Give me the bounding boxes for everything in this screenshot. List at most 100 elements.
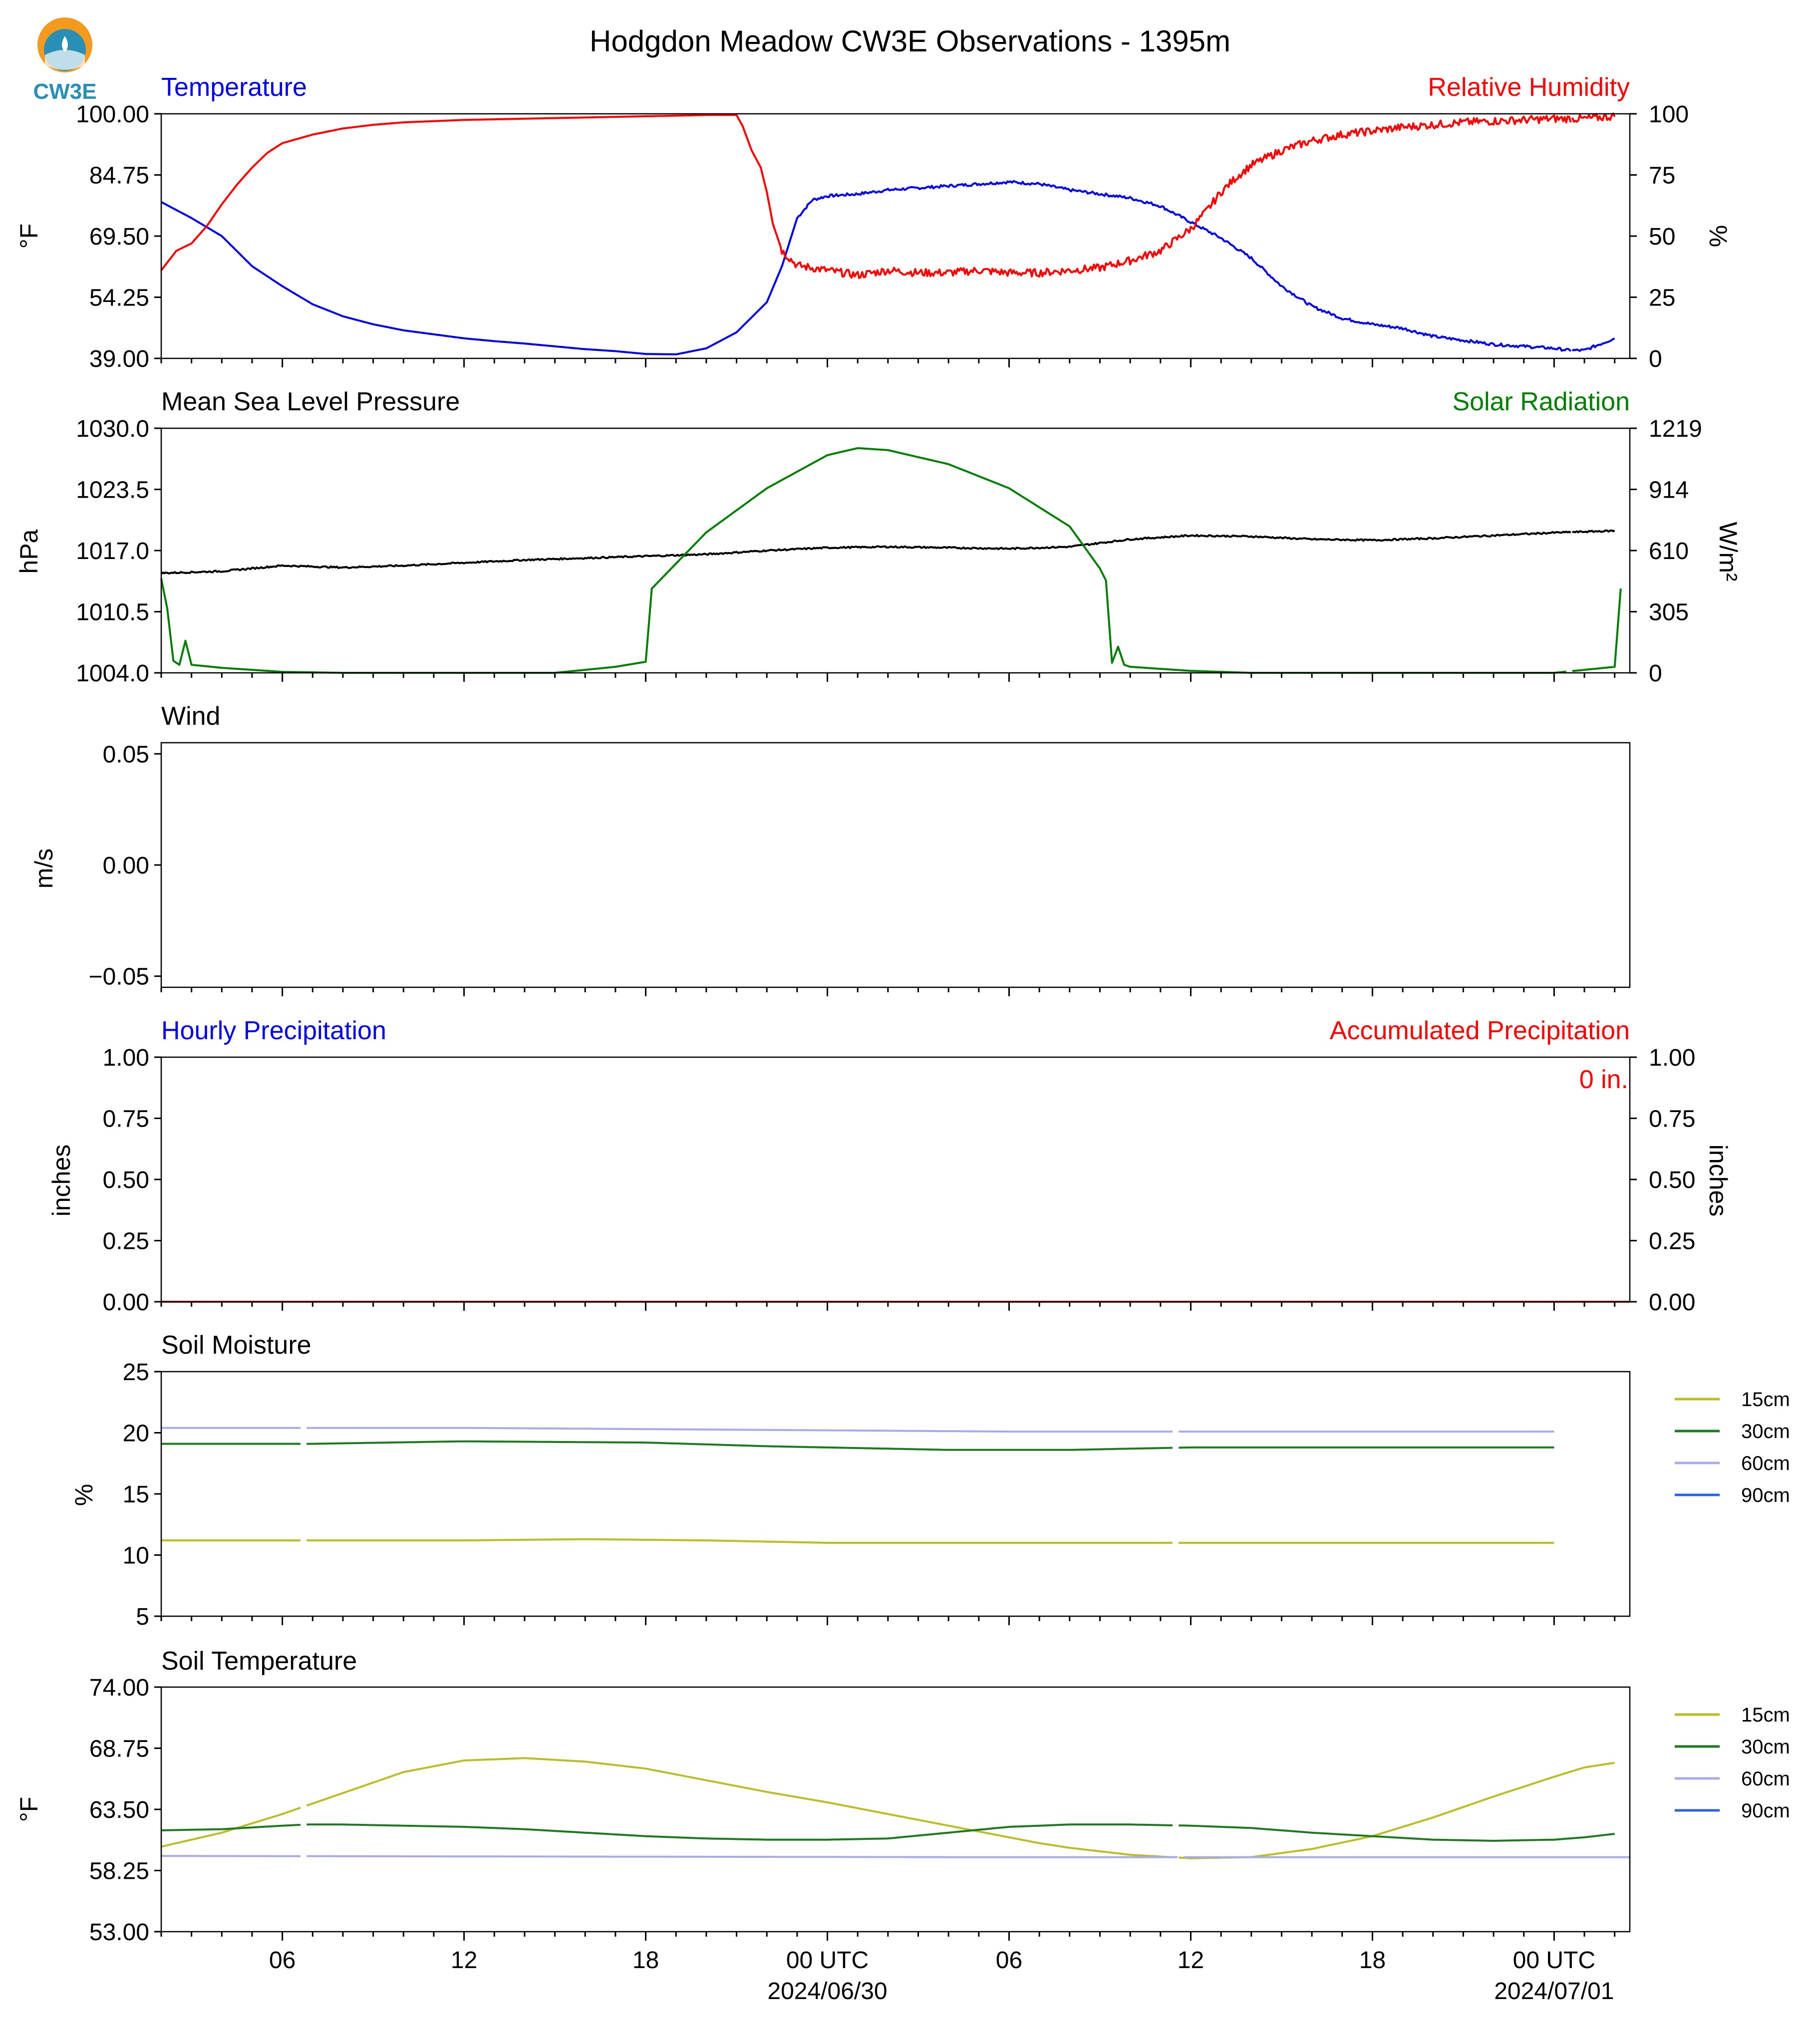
- relative-humidity-title: Relative Humidity: [1428, 73, 1630, 102]
- panel-frame: [160, 742, 1631, 988]
- y-tick-label-left: 0.00: [103, 1289, 149, 1316]
- panel-frame: [160, 113, 1631, 359]
- precip-left-axis-label: inches: [47, 1145, 75, 1217]
- y-tick-label-right: 100: [1649, 101, 1689, 128]
- panel-6-marks: 53.00 58.25 63.50 68.75 74.00 15cm 30cm 60cm 90c…: [89, 1675, 1790, 1946]
- legend-label-60cm: 60cm: [1741, 1768, 1790, 1790]
- panel-frame: [160, 1686, 1631, 1933]
- y-tick-label-left: 1017.0: [76, 538, 149, 565]
- legend-label-60cm: 60cm: [1741, 1452, 1790, 1474]
- legend: 15cm 30cm 60cm 90cm: [1675, 1704, 1790, 1822]
- cw3e-logo: CW3E: [33, 17, 97, 104]
- y-tick-label-right: 75: [1649, 163, 1675, 189]
- figure-title: Hodgdon Meadow CW3E Observations - 1395m: [590, 24, 1230, 58]
- series-60cm-line: [161, 1427, 1554, 1433]
- soil-moisture-panel: Soil Moisture %: [70, 1331, 311, 1506]
- series-30cm-line: [161, 1823, 1615, 1842]
- y-tick-label-left: 10: [123, 1543, 149, 1569]
- temperature-axis-label: °F: [15, 224, 43, 249]
- hourly-precipitation-title: Hourly Precipitation: [161, 1016, 386, 1045]
- accumulated-total-label: 0 in.: [1579, 1065, 1628, 1094]
- pressure-title: Mean Sea Level Pressure: [161, 387, 460, 416]
- y-tick-label-right: 50: [1649, 224, 1675, 250]
- legend-label-15cm: 15cm: [1741, 1704, 1790, 1726]
- y-tick-label-left: 1004.0: [76, 660, 149, 687]
- y-tick-label-left: 54.25: [89, 285, 149, 311]
- pressure-axis-label: hPa: [15, 529, 43, 574]
- y-tick-label-right: 25: [1649, 285, 1675, 311]
- y-tick-label-left: 20: [123, 1421, 149, 1447]
- series-solar-radiation-line: [160, 447, 1622, 674]
- x-tick-label: 18: [1359, 1947, 1386, 1974]
- y-tick-label-right: 305: [1649, 599, 1689, 626]
- legend-label-15cm: 15cm: [1741, 1389, 1790, 1411]
- accumulated-precipitation-title: Accumulated Precipitation: [1330, 1016, 1630, 1045]
- series-30cm-line: [161, 1440, 1554, 1451]
- panel-5-marks: 5 10 15 20 25 15cm 30cm 60cm 90cm: [123, 1359, 1790, 1630]
- y-tick-label-right: 0.75: [1649, 1106, 1695, 1133]
- y-tick-label-left: 1.00: [103, 1045, 149, 1071]
- wind-panel: Wind m/s: [30, 702, 220, 888]
- panel-frame: [160, 1371, 1631, 1617]
- y-tick-label-left: 0.75: [103, 1106, 149, 1133]
- y-tick-label-left: 0.50: [103, 1167, 149, 1193]
- panel-4-marks: 0.00 0.25 0.50 0.75 1.00 0.00 0.25 0.50 0.75 1.00: [103, 1045, 1696, 1316]
- y-tick-label-left: 58.25: [89, 1858, 149, 1885]
- pressure-solar-panel: Mean Sea Level Pressure Solar Radiation …: [15, 387, 1742, 581]
- y-tick-label-right: 0.25: [1649, 1228, 1695, 1255]
- generated-chart-marks: 39.0054.2569.5084.75100.0002550751001004…: [76, 101, 1790, 2005]
- soil-temperature-title: Soil Temperature: [161, 1647, 357, 1676]
- x-tick-label: 12: [1178, 1947, 1204, 1974]
- y-tick-label-left: 84.75: [89, 163, 149, 189]
- y-tick-label-left: 39.00: [89, 346, 149, 372]
- y-tick-label-left: 69.50: [89, 224, 149, 250]
- y-tick-label-right: 0.00: [1649, 1289, 1695, 1316]
- temperature-humidity-panel: Temperature Relative Humidity °F %: [15, 73, 1732, 249]
- y-tick-label-right: 0: [1649, 660, 1662, 687]
- x-tick-label: 18: [632, 1947, 659, 1974]
- series-temperature-line: [161, 180, 1615, 355]
- x-date-label: 2024/07/01: [1494, 1978, 1614, 2005]
- panel-frame: [160, 1056, 1631, 1303]
- x-tick-label: 00 UTC: [786, 1947, 869, 1974]
- legend-label-30cm: 30cm: [1741, 1736, 1790, 1758]
- temperature-title: Temperature: [161, 73, 307, 102]
- legend: 15cm 30cm 60cm 90cm: [1675, 1389, 1790, 1506]
- y-tick-label-left: 1030.0: [76, 416, 149, 442]
- panel-2-marks: 1004.0 1010.5 1017.0 1023.5 1030.0 0 305 610 914…: [76, 416, 1702, 687]
- humidity-axis-label: %: [1704, 225, 1732, 247]
- legend-label-90cm: 90cm: [1741, 1484, 1790, 1506]
- y-tick-label-left: 1023.5: [76, 477, 149, 504]
- y-tick-label-left: 74.00: [89, 1675, 149, 1701]
- solar-radiation-title: Solar Radiation: [1452, 387, 1630, 416]
- y-tick-label-right: 1219: [1649, 416, 1702, 442]
- x-tick-label: 00 UTC: [1513, 1947, 1595, 1974]
- panel-1-marks: 39.00 54.25 69.50 84.75 100.00 0 25 50 75 100: [76, 101, 1689, 372]
- solar-axis-label: W/m²: [1714, 522, 1742, 581]
- wind-axis-label: m/s: [30, 849, 58, 889]
- y-tick-label-left: 100.00: [76, 101, 149, 128]
- series-mean-sea-level-pressure-line: [160, 529, 1615, 575]
- x-tick-label: 12: [451, 1947, 477, 1974]
- x-tick-label: 06: [996, 1947, 1022, 1974]
- y-tick-label-left: 53.00: [89, 1919, 149, 1946]
- y-tick-label-left: −0.05: [89, 964, 149, 990]
- y-tick-label-right: 0.50: [1649, 1167, 1695, 1193]
- y-tick-label-right: 0: [1649, 346, 1662, 372]
- legend-label-30cm: 30cm: [1741, 1421, 1790, 1443]
- soil-moisture-axis-label: %: [70, 1484, 98, 1506]
- precip-right-axis-label: inches: [1704, 1145, 1732, 1217]
- y-tick-label-left: 1010.5: [76, 599, 149, 626]
- precipitation-panel: Hourly Precipitation Accumulated Precipi…: [47, 1016, 1732, 1216]
- y-tick-label-left: 25: [123, 1359, 149, 1386]
- y-tick-label-left: 15: [123, 1481, 149, 1508]
- series-15cm-line: [161, 1538, 1554, 1544]
- x-tick-label: 06: [269, 1947, 296, 1974]
- y-tick-label-left: 63.50: [89, 1797, 149, 1823]
- panel-3-marks: −0.05 0.00 0.05: [89, 741, 1631, 996]
- soil-moisture-title: Soil Moisture: [161, 1331, 311, 1360]
- y-tick-label-right: 914: [1649, 477, 1689, 504]
- wind-title: Wind: [161, 702, 220, 731]
- soil-temperature-panel: Soil Temperature °F: [15, 1647, 357, 1822]
